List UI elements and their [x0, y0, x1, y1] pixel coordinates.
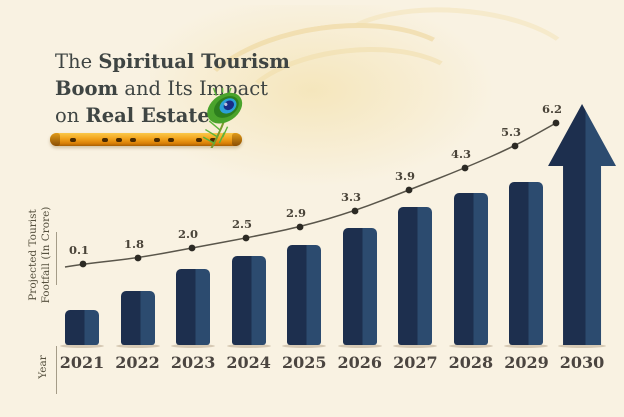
value-label-2027: 3.9 [394, 169, 415, 183]
value-label-2025: 2.9 [285, 206, 306, 220]
x-axis-line [56, 346, 57, 394]
value-label-2030: 6.2 [541, 102, 562, 116]
bar-2028 [453, 193, 488, 345]
year-label-2030: 2030 [559, 353, 605, 372]
data-point [351, 207, 359, 215]
year-label-2022: 2022 [115, 353, 160, 372]
bar-2026 [342, 228, 377, 345]
data-point [552, 119, 560, 127]
title-text: The [55, 50, 99, 73]
growth-arrow-2030 [548, 104, 617, 345]
peacock-feather-icon [202, 88, 243, 148]
title-text-bold: Spiritual Tourism [98, 50, 290, 73]
year-label-2028: 2028 [448, 353, 494, 372]
title-line-3: on Real Estate [55, 102, 290, 129]
data-point [511, 142, 519, 150]
flute-hole [168, 138, 174, 142]
bar-2027 [398, 207, 433, 345]
title-text-bold: Boom [55, 77, 119, 100]
bar-shadow [60, 344, 104, 348]
value-label-2026: 3.3 [340, 190, 361, 204]
year-label-2027: 2027 [393, 353, 438, 372]
bar-shadow [282, 344, 327, 348]
value-label-2021: 0.1 [68, 243, 89, 257]
bar-shadow [448, 344, 493, 348]
flute-hole [154, 138, 160, 142]
value-label-2029: 5.3 [500, 125, 521, 139]
flute-hole [130, 138, 136, 142]
title-text-bold: Real Estate [85, 104, 210, 127]
bar-2023 [176, 269, 211, 345]
bar-2021 [65, 310, 99, 345]
data-point [242, 234, 250, 242]
flute-hole [70, 138, 76, 142]
value-label-2023: 2.0 [177, 227, 198, 241]
bar-shadow [393, 344, 438, 348]
title-text: on [55, 104, 86, 127]
year-label-2025: 2025 [281, 353, 327, 372]
flute-hole [116, 138, 122, 142]
y-axis-line [56, 232, 57, 285]
value-label-2024: 2.5 [231, 217, 252, 231]
year-label-2026: 2026 [337, 353, 383, 372]
bar-shadow [115, 344, 160, 348]
year-label-2029: 2029 [504, 353, 549, 372]
bar-2022 [120, 291, 155, 345]
title-line-1: The Spiritual Tourism [55, 48, 290, 75]
x-axis-label: Year [37, 355, 49, 379]
value-label-2028: 4.3 [450, 147, 471, 161]
chart-title: The Spiritual Tourism Boom and Its Impac… [55, 48, 290, 129]
bar-shadow [504, 344, 549, 348]
bar-2029 [509, 182, 544, 345]
bar-2025 [287, 245, 322, 345]
data-point [188, 244, 196, 252]
data-point [296, 223, 304, 231]
data-point [79, 260, 87, 268]
year-label-2021: 2021 [59, 353, 105, 372]
data-point [134, 254, 142, 262]
y-axis-label: Projected Tourist Footfall (In Crore) [27, 206, 52, 304]
bar-shadow [558, 344, 607, 348]
year-label-2023: 2023 [170, 353, 216, 372]
bar-shadow [226, 344, 271, 348]
flute-end-cap [50, 133, 60, 146]
bar-shadow [337, 344, 382, 348]
flute-hole [102, 138, 108, 142]
bar-shadow [171, 344, 216, 348]
year-label-2024: 2024 [226, 353, 271, 372]
bar-2024 [231, 256, 266, 345]
value-label-2022: 1.8 [123, 237, 144, 251]
